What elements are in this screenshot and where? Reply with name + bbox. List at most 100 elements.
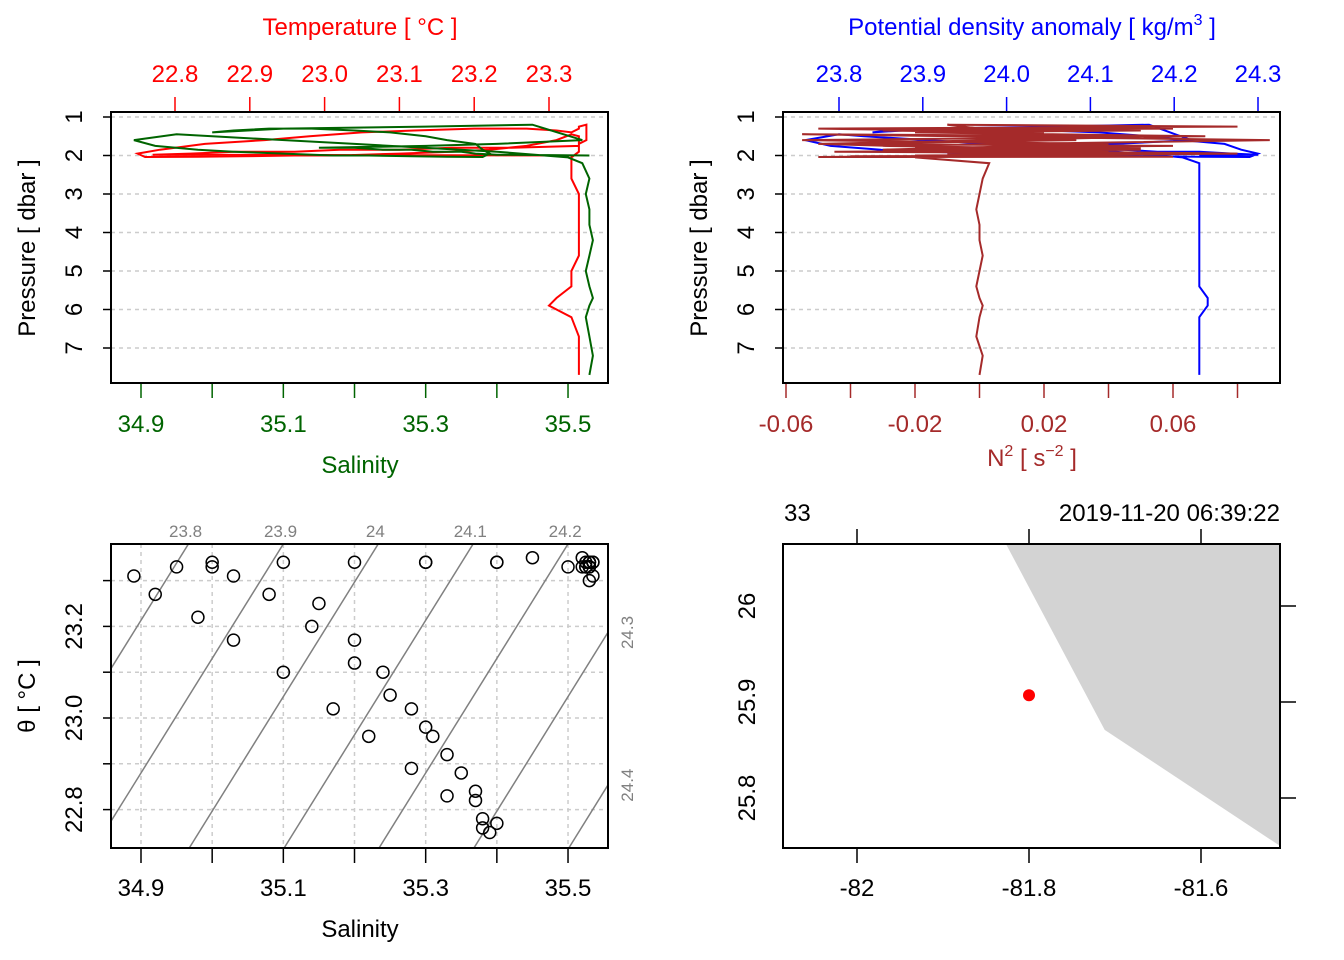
ts-point xyxy=(454,766,469,780)
ts-point xyxy=(490,816,504,831)
ts-point xyxy=(579,555,593,570)
n2-profile-line xyxy=(802,123,1270,376)
n2-title-mid: [ s xyxy=(1013,445,1045,472)
pressure-axis-title: Pressure [ dbar ] xyxy=(14,159,41,336)
plot-frame xyxy=(782,543,1281,849)
density-tick-label: 24.3 xyxy=(1235,61,1282,88)
ts-salinity-axis-title: Salinity xyxy=(321,916,398,943)
ts-point xyxy=(404,702,419,716)
ts-salinity-tick-label: 35.3 xyxy=(402,875,449,902)
ts-point xyxy=(468,793,483,808)
ts-point xyxy=(440,747,454,762)
temperature-tick-label: 22.8 xyxy=(152,61,199,88)
density-tick-label: 23.8 xyxy=(816,61,863,88)
ts-point xyxy=(418,720,433,734)
plot-frame xyxy=(110,543,609,849)
pressure-tick-label: 4 xyxy=(733,226,760,239)
n2-tick-label: 0.06 xyxy=(1150,411,1197,438)
ts-point xyxy=(347,656,362,670)
ts-point xyxy=(127,569,141,583)
panel-density-n2-profile: Potential density anomaly [ kg/m3 ] N2 [… xyxy=(686,12,1281,472)
theta-axis-title: θ [ °C ] xyxy=(14,659,41,733)
density-title-main: Potential density anomaly [ kg/m xyxy=(848,14,1194,41)
n2-tick-label: 0.02 xyxy=(1021,411,1068,438)
theta-tick-label: 23.0 xyxy=(61,695,88,742)
ts-point xyxy=(305,619,319,634)
ts-point xyxy=(205,560,219,574)
density-title-end: ] xyxy=(1203,14,1216,41)
panel-station-map: 33 2019-11-20 06:39:22 -82 -81.8 -81.6 25.8… xyxy=(734,500,1296,902)
salinity-tick-label: 35.1 xyxy=(260,411,307,438)
isopycnal-label: 24 xyxy=(366,522,385,541)
profile-lines xyxy=(133,123,594,376)
isopycnal-label: 23.8 xyxy=(169,522,202,541)
salinity-tick-label: 34.9 xyxy=(118,411,165,438)
ts-point xyxy=(226,569,241,583)
pressure-tick-label: 7 xyxy=(61,341,88,354)
pressure-tick-label: 1 xyxy=(61,110,88,123)
longitude-tick-label: -82 xyxy=(840,875,875,902)
isopycnal-label: 24.2 xyxy=(549,522,582,541)
n2-tick-label: -0.06 xyxy=(759,411,814,438)
n2-title-end: ] xyxy=(1064,445,1077,472)
salinity-tick-label: 35.3 xyxy=(402,411,449,438)
ts-point xyxy=(582,560,597,574)
ts-point xyxy=(205,555,219,570)
plot-frame xyxy=(110,111,609,384)
ts-point xyxy=(575,560,590,574)
isopycnal-label: 24.1 xyxy=(454,522,487,541)
ts-point xyxy=(376,665,390,679)
longitude-tick-label: -81.6 xyxy=(1174,875,1229,902)
ts-point xyxy=(312,596,326,611)
isopycnal-line xyxy=(659,503,878,856)
ts-salinity-tick-label: 34.9 xyxy=(118,875,165,902)
isopycnal-label: 24.3 xyxy=(618,616,637,649)
panel-temperature-salinity-profile: Temperature [ °C ] Salinity Pressure [ d… xyxy=(14,14,609,479)
temperature-tick-label: 23.2 xyxy=(451,61,498,88)
pressure-tick-label: 6 xyxy=(733,303,760,316)
plot-frame xyxy=(782,111,1281,384)
pressure-tick-label: 5 xyxy=(61,264,88,277)
theta-tick-label: 23.2 xyxy=(61,603,88,650)
temperature-axis-title: Temperature [ °C ] xyxy=(263,14,458,41)
salinity-profile-line xyxy=(133,123,594,376)
ts-point xyxy=(404,761,419,776)
isopycnal-line xyxy=(283,544,474,848)
salinity-axis-title: Salinity xyxy=(321,452,398,479)
ts-point xyxy=(582,555,597,570)
plot-area-map: -82 -81.8 -81.6 25.8 25.9 26 xyxy=(734,529,1296,902)
density-tick-label: 23.9 xyxy=(899,61,946,88)
plot-area-profile-density: 1 2 3 4 5 6 7 23.8 23.9 24.0 24.1 24.2 24.3 -0.06 -0.0… xyxy=(733,61,1281,438)
density-tick-label: 24.0 xyxy=(983,61,1030,88)
ts-point xyxy=(347,633,362,647)
ts-point xyxy=(579,560,593,574)
isopycnal-line xyxy=(378,544,569,848)
ts-salinity-tick-label: 35.5 xyxy=(545,875,592,902)
density-tick-label: 24.1 xyxy=(1067,61,1114,88)
ts-point xyxy=(475,821,490,835)
pressure-tick-label: 6 xyxy=(61,303,88,316)
isopycnal-label: 23.9 xyxy=(264,522,297,541)
plot-area-profile-ts: 1 2 3 4 5 6 7 22.8 22.9 23.0 23.1 23.2 23.3 34.9 35.1 3… xyxy=(61,61,609,438)
ts-point xyxy=(582,573,597,588)
latitude-tick-label: 25.9 xyxy=(734,679,761,726)
ts-point xyxy=(575,550,590,565)
n2-title-main: N xyxy=(987,445,1004,472)
ts-point xyxy=(276,555,291,570)
ts-point xyxy=(475,812,490,826)
latitude-tick-label: 26 xyxy=(734,593,761,620)
ts-salinity-tick-label: 35.1 xyxy=(260,875,307,902)
pressure-tick-label: 7 xyxy=(733,341,760,354)
plot-area-ts: 23.8 23.9 24 24.1 24.2 24.3 24.4 22.8 23.0 23.2 34… xyxy=(61,503,878,902)
ts-point xyxy=(326,702,340,716)
n2-title-sup2: −2 xyxy=(1045,443,1063,460)
isopycnal-line xyxy=(111,544,285,823)
density-axis-title: Potential density anomaly [ kg/m3 ] xyxy=(848,12,1216,41)
map-inner xyxy=(1005,544,1280,846)
theta-tick-label: 22.8 xyxy=(61,786,88,833)
ts-inner xyxy=(111,503,878,856)
density-title-sup: 3 xyxy=(1194,12,1203,29)
n2-title-sup1: 2 xyxy=(1004,443,1013,460)
pressure-tick-label: 5 xyxy=(733,264,760,277)
salinity-tick-label: 35.5 xyxy=(545,411,592,438)
